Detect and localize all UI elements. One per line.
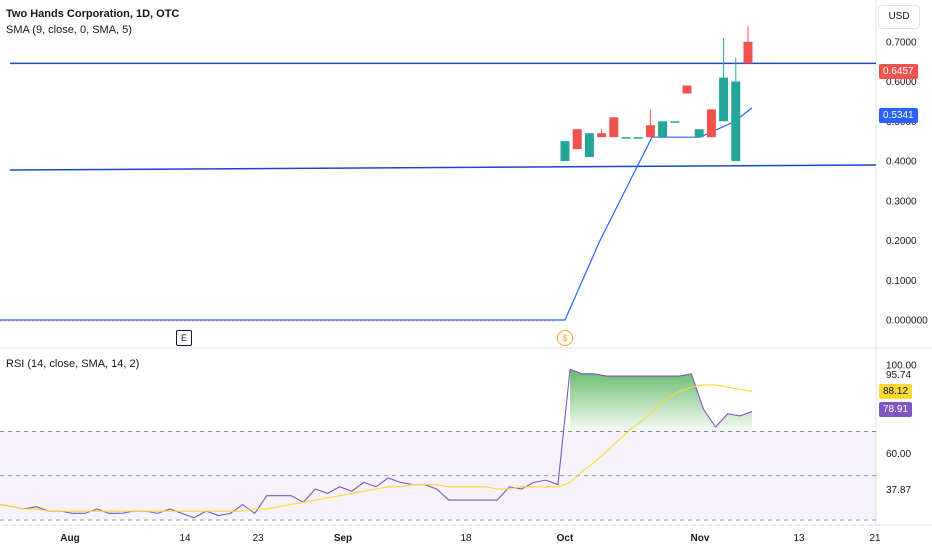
time-tick-label: Oct [557, 533, 574, 544]
price-tick-label: 0.6000 [886, 77, 917, 88]
time-tick-label: 21 [869, 533, 881, 544]
time-axis: Aug 14 23 Sep 18 Oct Nov 13 21 [60, 533, 881, 544]
symbol-title: Two Hands Corporation, 1D, OTC [6, 8, 180, 20]
price-tick-label: 0.1000 [886, 276, 917, 287]
price-axis: 0.70000.60000.50000.40000.30000.20000.10… [886, 37, 928, 326]
candle-body [670, 121, 680, 123]
rsi-value-tag: 78.91 [879, 402, 913, 417]
time-tick-label: 13 [793, 533, 805, 544]
price-tick-label: 0.4000 [886, 157, 917, 168]
sma-legend[interactable]: SMA (9, close, 0, SMA, 5) [6, 24, 132, 36]
price-pane [0, 25, 877, 322]
dividend-event-icon[interactable]: $ [557, 330, 573, 346]
time-tick-label: 23 [252, 533, 264, 544]
candle-body [609, 117, 619, 138]
candle-body [743, 41, 753, 64]
candle-body [719, 77, 729, 122]
candle-body [682, 85, 692, 94]
rsi-tick-label: 100.00 [886, 361, 917, 372]
price-tick-label: 0.3000 [886, 196, 917, 207]
candle-body [597, 133, 607, 138]
time-tick-label: 14 [179, 533, 191, 544]
rsi-ma-line [0, 384, 753, 512]
rsi-upper-band-label: 95.74 [886, 370, 912, 381]
sma-value-tag: 0.5341 [879, 108, 918, 123]
time-tick-label: 18 [460, 533, 472, 544]
rsi-legend[interactable]: RSI (14, close, SMA, 14, 2) [6, 358, 140, 370]
rsi-overbought-fill [570, 369, 752, 432]
rsi-lower-band-label: 37.87 [886, 485, 912, 496]
candle-body [621, 137, 631, 139]
price-tick-label: 0.2000 [886, 236, 917, 247]
candle-body [633, 137, 643, 139]
price-tick-label: 0.7000 [886, 37, 917, 48]
rsi-tick-label: 60.00 [886, 449, 911, 460]
candle-body [658, 121, 668, 138]
candle-body [731, 81, 741, 162]
time-tick-label: Nov [691, 533, 710, 544]
last-price-tag: 0.6457 [879, 64, 918, 79]
support-line [9, 164, 877, 171]
candle-body [706, 109, 716, 138]
candle-body [694, 129, 704, 138]
time-tick-label: Sep [334, 533, 352, 544]
rsi-ma-value-tag: 88.12 [879, 384, 913, 399]
price-tick-label: 0.000000 [886, 316, 928, 327]
candle-body [584, 133, 594, 158]
rsi-axis: 100.00 60.00 [886, 361, 917, 461]
currency-button[interactable]: USD [878, 5, 920, 29]
rsi-line [0, 368, 753, 519]
earnings-event-icon[interactable]: E [176, 330, 192, 346]
candle-body [645, 125, 655, 138]
candle-body [560, 141, 570, 162]
candle-body [572, 129, 582, 150]
rsi-pane [0, 368, 876, 521]
time-tick-label: Aug [60, 533, 79, 544]
